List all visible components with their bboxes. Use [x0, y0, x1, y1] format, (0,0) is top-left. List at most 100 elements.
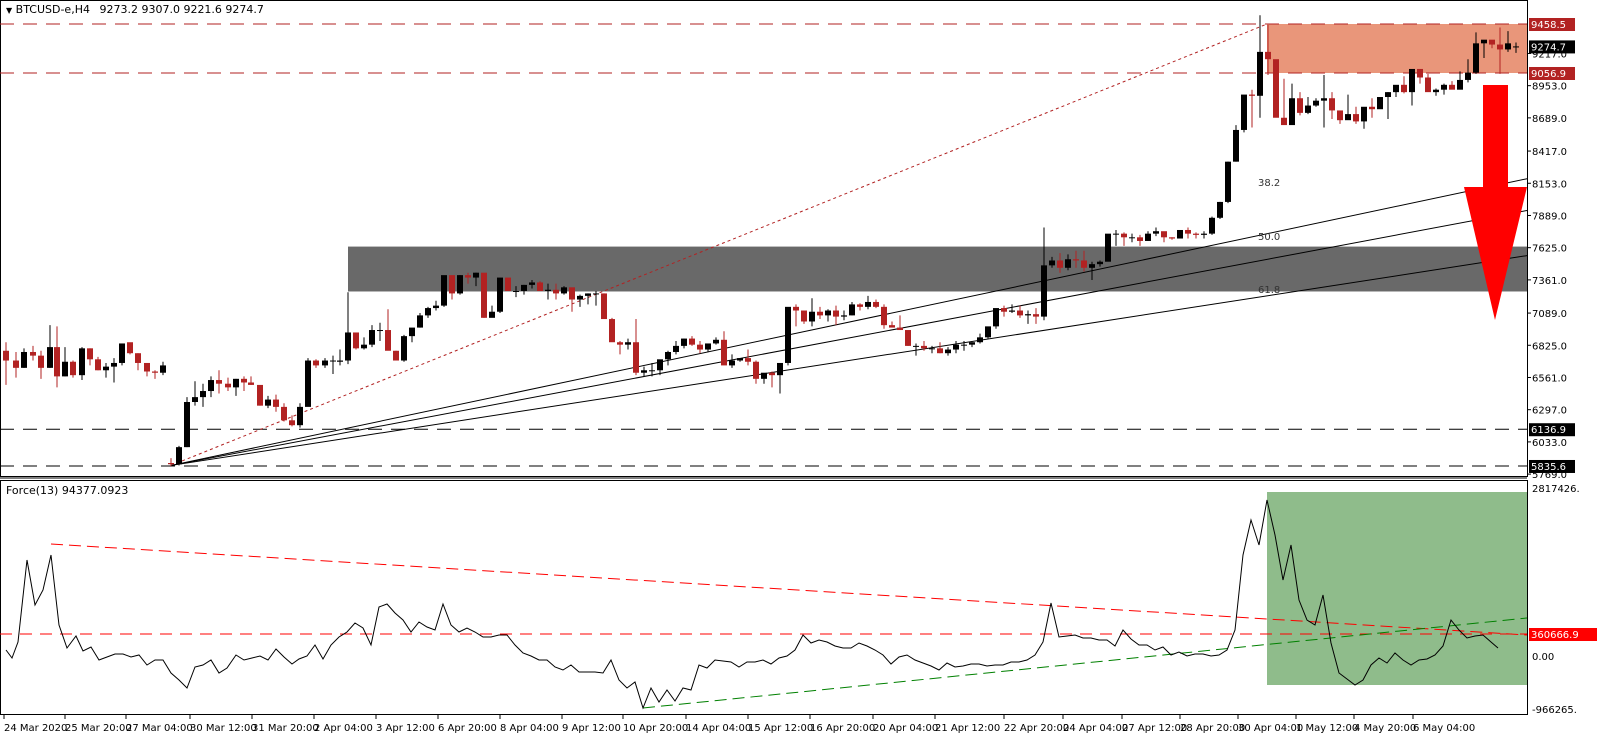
- candle-bull: [913, 345, 919, 347]
- candle-bull: [184, 402, 190, 448]
- candle-bull: [265, 399, 271, 406]
- candle-bull: [1361, 106, 1367, 122]
- candle-bull: [233, 378, 239, 388]
- price-badge-bg: [1529, 423, 1575, 437]
- force-highlight-zone: [1267, 492, 1527, 685]
- y-tick-label: 6033.0: [1532, 438, 1567, 449]
- candle-bull: [673, 345, 679, 352]
- candle-bear: [793, 306, 799, 311]
- y-tick-label: 8417.0: [1532, 147, 1567, 158]
- candle-bear: [889, 325, 895, 328]
- candle-bear: [1057, 260, 1063, 268]
- support-zone: [348, 246, 1527, 292]
- candle-bear: [689, 338, 695, 345]
- candle-bull: [657, 359, 663, 371]
- candle-bear: [144, 362, 150, 372]
- price-badge-6136.9: 6136.9: [1531, 425, 1566, 436]
- candle-bull: [737, 358, 743, 361]
- candle-bear: [553, 289, 559, 294]
- candle-bear: [537, 282, 543, 291]
- y-tick-label: 8153.0: [1532, 179, 1567, 190]
- candle-bear: [1193, 233, 1199, 235]
- candle-bull: [1025, 314, 1031, 316]
- candle-bull: [665, 351, 671, 360]
- candle-bull: [641, 370, 647, 373]
- candle-bear: [70, 361, 76, 376]
- candle-bear: [1161, 231, 1167, 238]
- candle-bull: [1065, 259, 1071, 268]
- candle-bull: [1393, 84, 1399, 93]
- candle-bear: [13, 360, 19, 368]
- force-level-badge-bg: [1529, 628, 1597, 641]
- candle-bull: [681, 338, 687, 346]
- x-tick-label: 3 Apr 12:00: [376, 723, 435, 734]
- candle-bull: [1345, 114, 1351, 121]
- y-tick-label: 7889.0: [1532, 211, 1567, 222]
- candle-bull: [208, 380, 214, 392]
- candle-bear: [1265, 51, 1271, 60]
- candle-bear: [465, 275, 471, 278]
- ohlc-values: 9273.2 9307.0 9221.6 9274.7: [99, 3, 264, 16]
- candle-bull: [409, 327, 415, 337]
- candle-bull: [361, 344, 367, 349]
- candle-bull: [1241, 94, 1247, 130]
- collapse-triangle-icon[interactable]: ▼: [6, 6, 13, 15]
- candle-bull: [1105, 233, 1111, 262]
- candle-bull: [47, 347, 53, 368]
- candle-bull: [176, 447, 182, 465]
- candle-bear: [1369, 106, 1375, 110]
- candle-bear: [873, 301, 879, 307]
- candle-bear: [1489, 39, 1495, 45]
- x-tick-label: 20 Apr 04:00: [873, 723, 938, 734]
- price-badge-9056.9: 9056.9: [1531, 69, 1566, 80]
- candle-bear: [857, 304, 863, 307]
- candle-bear: [1337, 110, 1343, 121]
- candle-bull: [649, 370, 655, 372]
- candle-bull: [1409, 68, 1415, 93]
- candle-bear: [1273, 59, 1279, 118]
- candle-bear: [505, 277, 511, 291]
- candle-bear: [1185, 229, 1191, 234]
- candle-bear: [152, 371, 158, 373]
- fib-fan-line-1: [170, 209, 1528, 466]
- candle-bear: [905, 330, 911, 346]
- candle-bull: [473, 272, 479, 278]
- x-tick-label: 10 Apr 20:00: [623, 723, 688, 734]
- candle-bear: [881, 306, 887, 326]
- candle-bull: [1233, 129, 1239, 162]
- candle-bull: [345, 332, 351, 361]
- candle-bear: [617, 342, 623, 345]
- candle-bull: [322, 360, 328, 366]
- candle-bull: [330, 360, 336, 362]
- candle-bull: [1473, 43, 1479, 73]
- candle-bull: [1209, 217, 1215, 234]
- force-green-trendline: [642, 617, 1528, 709]
- force-tick-max: 2817426.: [1532, 484, 1580, 495]
- candle-bull: [929, 348, 935, 350]
- candle-bull: [1313, 100, 1319, 106]
- candle-bull: [777, 362, 783, 376]
- candle-bull: [1305, 105, 1311, 113]
- candle-bull: [761, 372, 767, 379]
- candle-bear: [1417, 68, 1423, 78]
- candle-bull: [993, 308, 999, 327]
- y-tick-label: 6297.0: [1532, 406, 1567, 417]
- candle-bull: [969, 342, 975, 345]
- x-tick-label: 2 Apr 04:00: [314, 723, 373, 734]
- candle-bear: [921, 345, 927, 349]
- candle-bear: [801, 310, 807, 322]
- x-tick-label: 31 Mar 20:00: [252, 723, 319, 734]
- candle-bear: [1297, 98, 1303, 113]
- force-tick-min: -966265.: [1532, 705, 1577, 716]
- candle-bear: [1449, 84, 1455, 90]
- candle-bear: [897, 327, 903, 331]
- candle-bear: [1425, 77, 1431, 93]
- price-pane-frame: [0, 0, 1528, 477]
- x-tick-label: 9 Apr 12:00: [562, 723, 621, 734]
- candle-bull: [1257, 51, 1263, 96]
- fib-fan-baseline: [170, 23, 1268, 466]
- candle-bull: [1513, 46, 1519, 48]
- candle-bull: [79, 348, 85, 376]
- candle-bear: [1497, 44, 1503, 50]
